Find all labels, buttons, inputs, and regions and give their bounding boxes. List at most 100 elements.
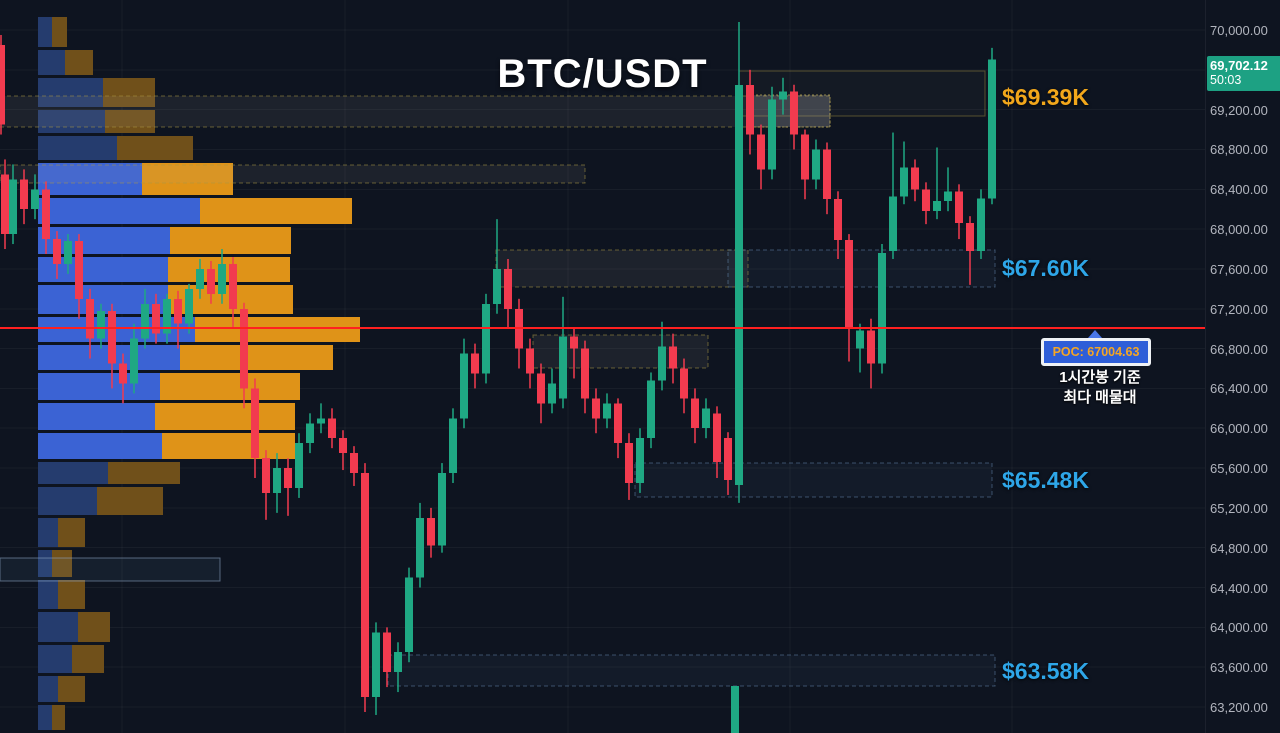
candle-body <box>614 403 622 444</box>
candle-body <box>317 418 325 424</box>
candle-body <box>152 303 160 334</box>
volume-profile-sell-bar <box>52 17 67 47</box>
candle-body <box>108 310 116 364</box>
price-axis-tick: 64,000.00 <box>1210 620 1268 636</box>
volume-profile-sell-bar <box>108 462 180 484</box>
price-level-label: $63.58K <box>1002 658 1089 684</box>
candle-body <box>801 134 809 180</box>
volume-profile-sell-bar <box>117 136 193 160</box>
price-axis-tick: 70,000.00 <box>1210 23 1268 38</box>
volume-profile-buy-bar <box>38 317 195 342</box>
candle-body <box>735 84 743 485</box>
volume-profile-buy-bar <box>38 705 52 730</box>
supply-demand-zone[interactable] <box>0 95 831 128</box>
candle-body <box>240 308 248 389</box>
poc-pointer-icon <box>1088 330 1102 338</box>
price-axis-tick: 63,600.00 <box>1210 660 1268 676</box>
volume-profile-sell-bar <box>58 580 85 609</box>
candle-body <box>284 468 292 488</box>
volume-profile-sell-bar <box>52 550 72 577</box>
volume-profile-buy-bar <box>38 433 162 459</box>
volume-profile-sell-bar <box>97 487 163 515</box>
candle-body <box>746 84 754 135</box>
candle-body <box>416 517 424 578</box>
candle-body <box>64 241 72 264</box>
candle-body <box>141 303 149 339</box>
poc-badge[interactable]: POC: 67004.63 <box>1041 338 1151 366</box>
candle-body <box>251 388 259 459</box>
current-price-badge: 69,702.12 50:03 <box>1207 55 1280 91</box>
poc-annotation-line2: 최다 매물대 <box>1063 389 1137 406</box>
candle-body <box>702 408 710 429</box>
candle-body <box>790 91 798 135</box>
candle-body <box>42 189 50 240</box>
volume-profile-sell-bar <box>103 78 155 107</box>
candle-body <box>130 338 138 384</box>
price-level-label: $65.48K <box>1002 467 1089 493</box>
candle-body <box>306 423 314 444</box>
candle-body <box>922 189 930 212</box>
candle-body <box>361 473 369 698</box>
price-axis-tick: 67,200.00 <box>1210 301 1268 317</box>
volume-profile-sell-bar <box>200 198 352 224</box>
candle-countdown: 50:03 <box>1210 72 1242 87</box>
volume-profile-buy-bar <box>38 136 117 160</box>
volume-profile-buy-bar <box>38 373 160 400</box>
volume-profile-buy-bar <box>38 403 155 430</box>
candle-body <box>900 167 908 197</box>
anchored-volume-bar <box>731 686 739 733</box>
candle-body <box>9 179 17 235</box>
volume-profile-buy-bar <box>38 163 142 195</box>
price-level-label: $69.39K <box>1002 84 1089 110</box>
candle-body <box>262 458 270 493</box>
volume-profile-buy-bar <box>38 676 58 702</box>
candle-body <box>394 652 402 673</box>
volume-profile-sell-bar <box>142 163 233 195</box>
candle-body <box>218 263 226 294</box>
supply-demand-zone[interactable] <box>0 557 221 582</box>
candle-body <box>691 398 699 429</box>
candle-body <box>526 348 534 374</box>
volume-profile-buy-bar <box>38 17 52 47</box>
volume-profile-buy-bar <box>38 110 105 133</box>
volume-profile-buy-bar <box>38 612 78 642</box>
volume-profile-sell-bar <box>162 433 295 459</box>
candle-body <box>658 346 666 381</box>
supply-demand-zone[interactable] <box>387 654 996 687</box>
candle-body <box>977 198 985 252</box>
candle-body <box>559 336 567 399</box>
volume-profile-sell-bar <box>72 645 104 673</box>
candle-body <box>350 453 358 474</box>
price-axis-tick: 64,400.00 <box>1210 580 1268 596</box>
candle-body <box>328 418 336 439</box>
current-price-value: 69,702.12 <box>1210 57 1268 73</box>
volume-profile-buy-bar <box>38 487 97 515</box>
supply-demand-zone[interactable] <box>495 249 749 288</box>
price-axis-tick: 64,800.00 <box>1210 540 1268 556</box>
candle-body <box>174 298 182 324</box>
price-axis[interactable]: 70,000.00 69,200.00 68,800.00 68,400.00 68,0… <box>1205 0 1280 733</box>
candle-body <box>779 91 787 100</box>
candle-body <box>713 413 721 463</box>
candle-body <box>460 353 468 419</box>
volume-profile-sell-bar <box>180 345 333 370</box>
price-axis-tick: 68,400.00 <box>1210 182 1268 198</box>
candle-body <box>724 438 732 481</box>
candle-body <box>570 336 578 349</box>
candle-body <box>86 298 94 339</box>
candle-body <box>163 298 171 334</box>
supply-demand-zone[interactable] <box>738 70 986 117</box>
candle-body <box>867 330 875 364</box>
price-axis-tick: 66,800.00 <box>1210 341 1268 357</box>
supply-demand-zone[interactable] <box>727 249 996 288</box>
volume-profile-buy-bar <box>38 645 72 673</box>
supply-demand-zone[interactable] <box>0 164 586 184</box>
volume-profile-sell-bar <box>195 317 360 342</box>
volume-profile-sell-bar <box>52 705 65 730</box>
poc-annotation-line1: 1시간봉 기준 <box>1059 369 1141 386</box>
supply-demand-zone[interactable] <box>634 462 993 498</box>
volume-profile-buy-bar <box>38 50 65 75</box>
candle-body <box>405 577 413 653</box>
candle-body <box>757 134 765 170</box>
